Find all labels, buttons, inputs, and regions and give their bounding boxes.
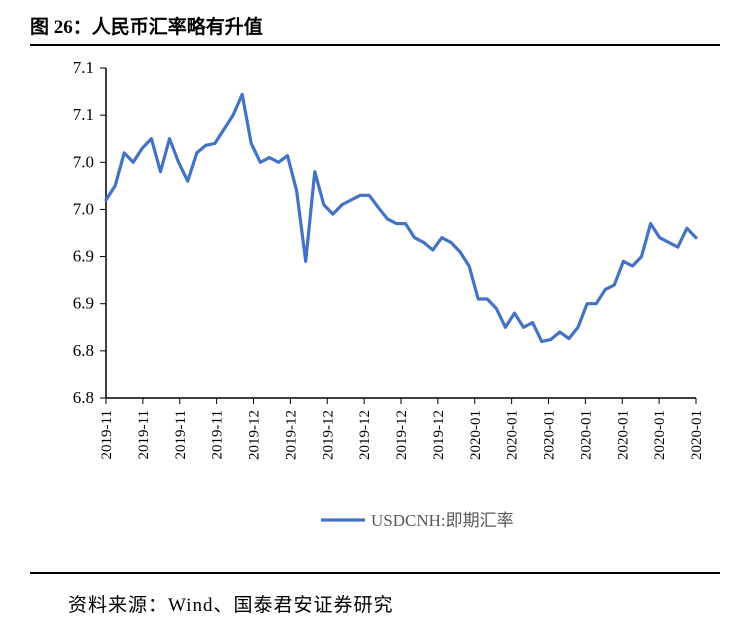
figure-sep: ：	[73, 17, 92, 38]
x-tick-label: 2019-12	[394, 410, 410, 460]
y-tick-label: 7.0	[73, 152, 94, 171]
figure-number: 26	[54, 17, 73, 38]
y-tick-label: 7.1	[73, 58, 94, 77]
x-tick-label: 2019-12	[357, 410, 373, 460]
x-tick-label: 2019-11	[99, 410, 115, 459]
x-tick-label: 2020-01	[505, 410, 521, 460]
figure-title-text: 人民币汇率略有升值	[92, 17, 263, 38]
source-text: Wind、国泰君安证券研究	[168, 595, 393, 616]
x-tick-label: 2019-12	[247, 410, 263, 460]
x-tick-label: 2020-01	[468, 410, 484, 460]
y-tick-label: 6.8	[73, 341, 94, 360]
legend-label: USDCNH:即期汇率	[371, 511, 514, 530]
figure-container: 图 26：人民币汇率略有升值 6.8 6.8 6.9 6.9 7.0 7.0 7.1 7.1 2…	[0, 0, 752, 633]
figure-number-prefix: 图	[30, 17, 54, 38]
chart-bg	[30, 58, 720, 558]
y-tick-label: 7.1	[73, 105, 94, 124]
y-tick-label: 7.0	[73, 199, 94, 218]
x-tick-label: 2019-11	[173, 410, 189, 459]
y-tick-label: 6.9	[73, 247, 94, 266]
x-tick-label: 2020-01	[542, 410, 558, 460]
y-tick-label: 6.9	[73, 294, 94, 313]
x-tick-label: 2019-11	[136, 410, 152, 459]
x-tick-label: 2020-01	[578, 410, 594, 460]
x-tick-label: 2020-01	[615, 410, 631, 460]
x-tick-label: 2019-12	[283, 410, 299, 460]
x-tick-label: 2019-11	[210, 410, 226, 459]
y-tick-label: 6.8	[73, 388, 94, 407]
x-tick-label: 2019-12	[320, 410, 336, 460]
x-tick-label: 2019-12	[431, 410, 447, 460]
x-tick-label: 2020-01	[689, 410, 705, 460]
line-chart: 6.8 6.8 6.9 6.9 7.0 7.0 7.1 7.1 2019-11 2019-11 20…	[30, 58, 720, 558]
figure-source: 资料来源：Wind、国泰君安证券研究	[68, 590, 393, 617]
x-tick-label: 2020-01	[652, 410, 668, 460]
figure-title: 图 26：人民币汇率略有升值	[30, 12, 263, 39]
chart-svg: 6.8 6.8 6.9 6.9 7.0 7.0 7.1 7.1 2019-11 2019-11 20…	[30, 58, 720, 558]
source-prefix: 资料来源：	[68, 595, 168, 616]
bottom-rule	[30, 572, 720, 574]
title-rule	[30, 44, 720, 46]
